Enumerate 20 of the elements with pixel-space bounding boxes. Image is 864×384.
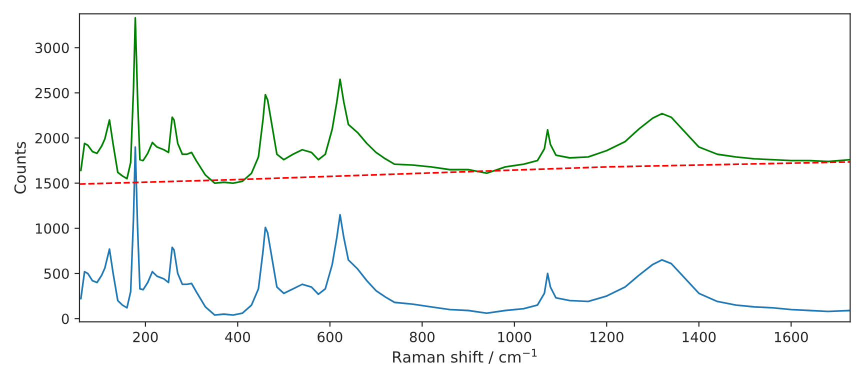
y-tick-label: 2000: [35, 132, 69, 144]
x-tick-label: 600: [318, 332, 342, 342]
y-tick-label: 2500: [35, 88, 69, 98]
y-tick-label: 500: [44, 268, 69, 279]
x-tick-label: 1400: [682, 332, 716, 342]
y-tick-label: 3000: [35, 42, 69, 54]
x-tick-label: 1200: [590, 332, 624, 342]
x-tick-label: 400: [225, 332, 250, 342]
y-tick-label: 1500: [36, 178, 69, 189]
x-tick-label: 1600: [774, 332, 808, 342]
x-axis-title: Raman shift / cm$^{−1}$: [393, 348, 537, 364]
x-tick-label: 200: [133, 332, 158, 342]
line-series: [79, 161, 850, 185]
line-series: [80, 17, 850, 184]
y-axis-title: Counts: [14, 142, 26, 194]
y-tick-label: 1000: [36, 223, 69, 234]
line-series: [80, 146, 850, 316]
x-tick-label: 800: [410, 332, 434, 342]
x-tick-label: 1000: [498, 332, 532, 342]
y-tick-label: 0: [62, 314, 69, 324]
